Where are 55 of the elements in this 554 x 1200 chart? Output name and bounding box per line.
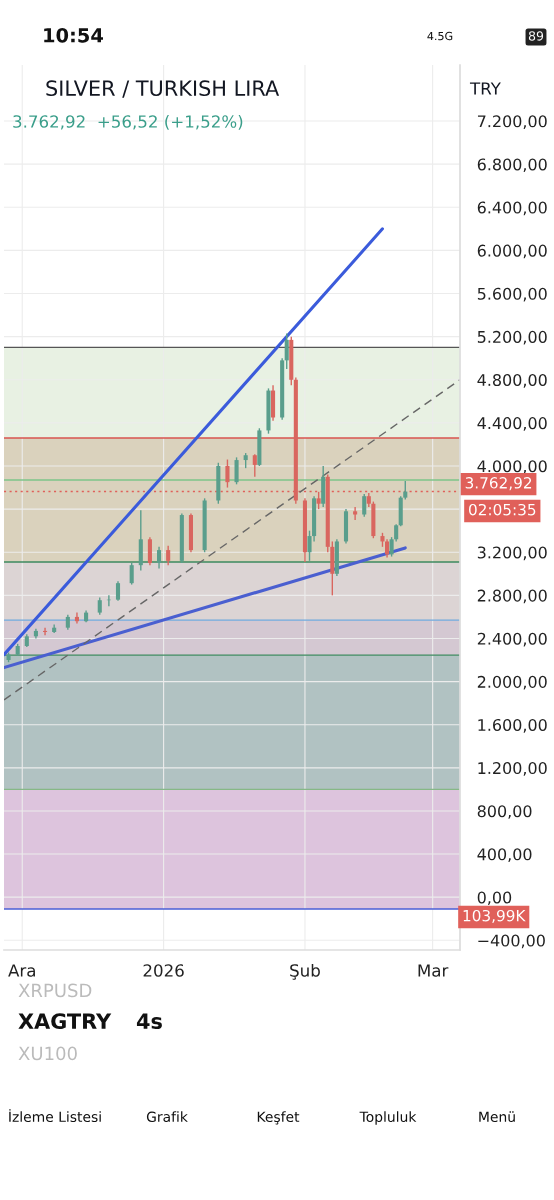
candlestick: [156, 546, 162, 570]
x-tick-label: 2026: [143, 964, 184, 977]
text: Grafik: [146, 1111, 188, 1123]
y-tick-label: 1.200,00: [478, 762, 547, 776]
y-tick-label: 5.200,00: [477, 330, 547, 345]
candlestick: [147, 536, 152, 566]
text: 103,99K: [463, 909, 526, 923]
candlestick: [234, 456, 239, 486]
x-tick-label: Şub: [290, 963, 320, 980]
text: 4s: [136, 1013, 162, 1030]
text: 3.762,92 +56,52 (+1,52%): [13, 114, 243, 130]
text: İzleme Listesi: [9, 1109, 101, 1123]
y-tick-label: 4.400,00: [477, 417, 547, 431]
text: SILVER / TURKISH LIRA: [46, 80, 280, 98]
text: 02:05:35: [469, 503, 536, 516]
text: Topluluk: [359, 1111, 417, 1125]
candlestick: [129, 562, 134, 586]
text: XRPUSD: [18, 983, 92, 998]
text: Keşfet: [257, 1111, 300, 1125]
y-tick-label: 0,00: [477, 891, 512, 906]
text: Menü: [479, 1111, 515, 1123]
y-tick-label: 1.600,00: [478, 718, 547, 733]
candlestick: [362, 493, 367, 518]
y-tick-label: 5.600,00: [477, 287, 547, 302]
text: 10:54: [44, 27, 103, 43]
ref-line-label: 3.762,92: [465, 477, 532, 491]
y-tick-label: 4.000,00: [477, 460, 547, 474]
y-tick-label: 400,00: [477, 848, 532, 862]
candlestick: [353, 506, 358, 521]
y-tick-label: 6.400,00: [477, 201, 547, 216]
y-tick-label: 6.000,00: [477, 244, 547, 259]
y-tick-label: 4.800,00: [477, 373, 547, 388]
y-tick-label: 2.400,00: [477, 632, 547, 647]
candlestick: [225, 458, 230, 489]
candlestick: [115, 580, 121, 602]
text: XAGTRY: [18, 1013, 112, 1030]
candlestick: [252, 453, 257, 478]
y-tick-label: 7.200,00: [477, 115, 547, 129]
text: XU100: [18, 1046, 77, 1061]
y-tick-label: 6.800,00: [477, 158, 547, 173]
y-tick-label: 2.800,00: [477, 589, 547, 604]
candlestick: [42, 626, 48, 636]
x-tick-label: Mar: [418, 964, 449, 977]
y-tick-label: 800,00: [477, 805, 532, 819]
x-tick-label: Ara: [8, 964, 35, 977]
text: 89: [528, 31, 544, 41]
candlestick: [384, 538, 390, 559]
y-tick-label: 2.000,00: [477, 675, 547, 690]
y-tick-label: −400,00: [478, 934, 545, 949]
candlestick: [284, 332, 289, 370]
candlestick: [403, 480, 408, 501]
text: TRY: [469, 82, 501, 95]
y-tick-label: 3.200,00: [477, 546, 547, 561]
text: 4.5G: [427, 31, 453, 41]
candlestick: [166, 545, 171, 566]
